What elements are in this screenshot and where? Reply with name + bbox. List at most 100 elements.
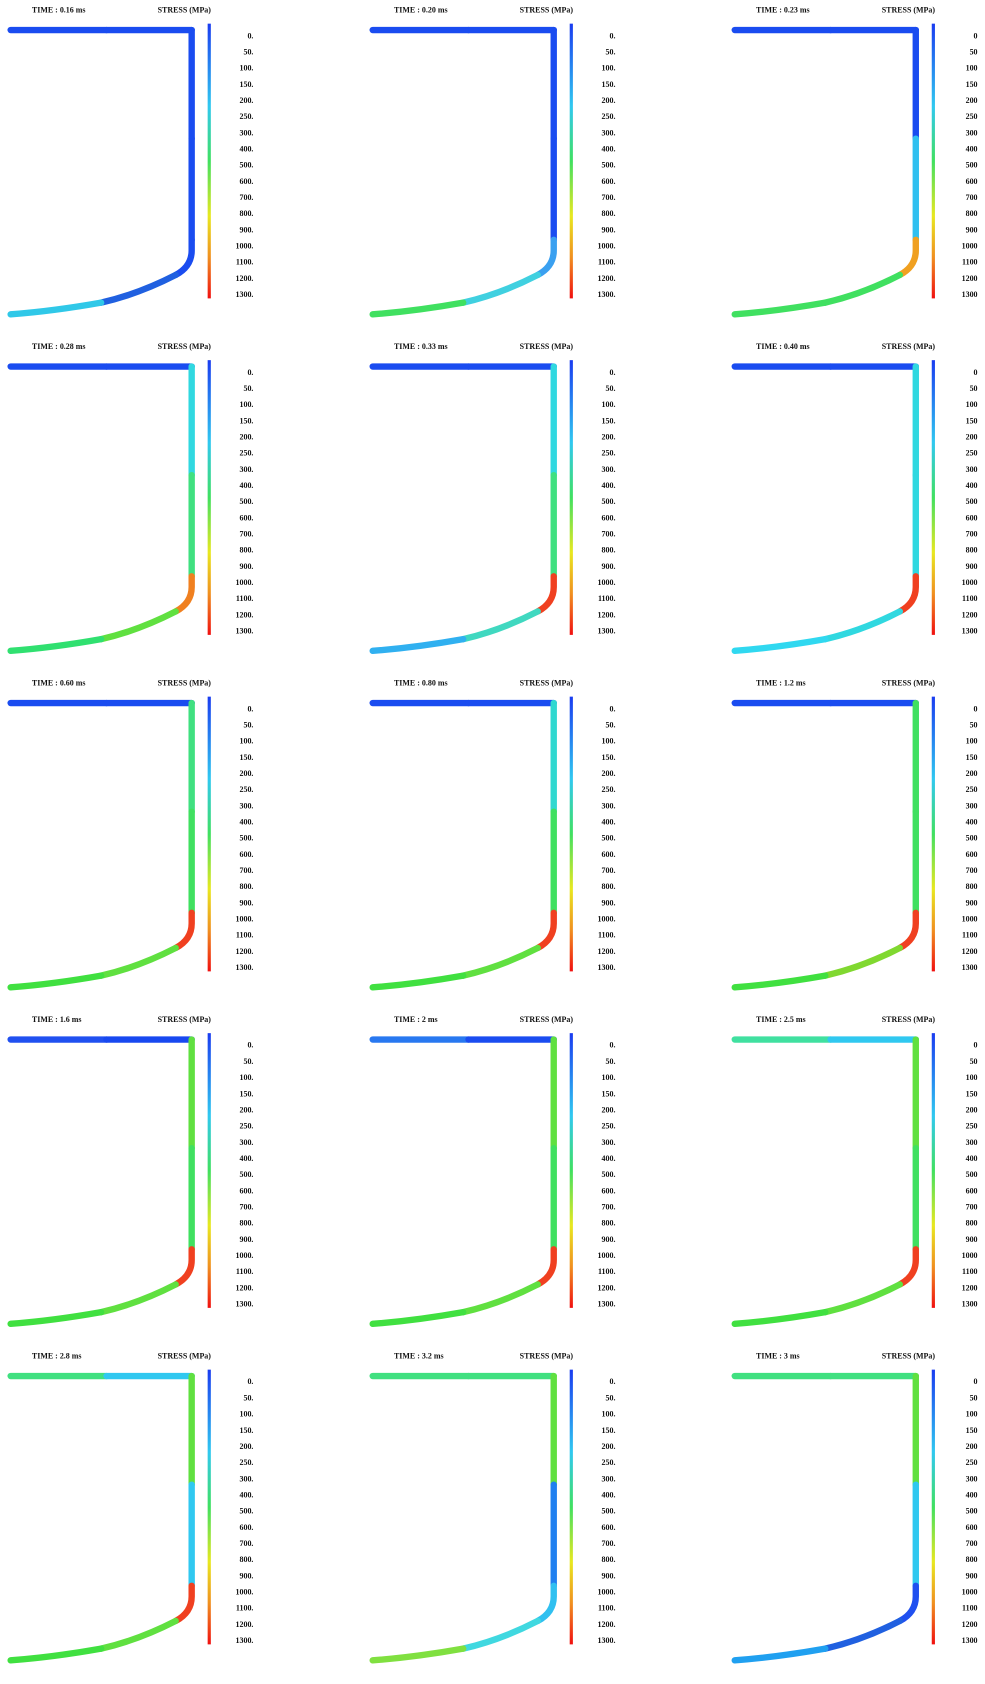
colorbar-label: 500. bbox=[602, 834, 616, 843]
colorbar-label: 1200 bbox=[962, 274, 978, 283]
colorbar-label: 300 bbox=[966, 1474, 978, 1483]
colorbar-label: 250. bbox=[239, 1122, 253, 1131]
colorbar-label: 600. bbox=[239, 177, 253, 186]
colorbar-label: 100 bbox=[966, 400, 978, 409]
colorbar-label: 200 bbox=[966, 432, 978, 441]
panel: TIME : 3.2 ms STRESS (MPa) 0. 50. 100. 150. 20… bbox=[369, 1352, 616, 1664]
model-segment bbox=[896, 909, 919, 952]
colorbar-label: 150. bbox=[239, 1426, 253, 1435]
colorbar-label: 600 bbox=[966, 1186, 978, 1195]
colorbar-label: 900. bbox=[239, 562, 253, 571]
panel-time: TIME : 1.2 ms bbox=[756, 679, 806, 688]
colorbar-label: 1200. bbox=[236, 1620, 254, 1629]
colorbar-label: 0 bbox=[974, 368, 978, 377]
colorbar-label: 600. bbox=[602, 1523, 616, 1532]
panel-quantity: STRESS (MPa) bbox=[158, 679, 212, 688]
colorbar-label: 500. bbox=[239, 161, 253, 170]
colorbar-label: 400. bbox=[239, 481, 253, 490]
model-segment bbox=[7, 972, 105, 991]
colorbar-label: 1200. bbox=[598, 1620, 616, 1629]
colorbar-label: 0. bbox=[610, 1377, 616, 1386]
model-segment bbox=[460, 1281, 541, 1316]
colorbar-label: 200. bbox=[239, 1105, 253, 1114]
colorbar-label: 800. bbox=[602, 209, 616, 218]
colorbar-label: 1300. bbox=[598, 1636, 616, 1645]
colorbar-label: 150. bbox=[239, 753, 253, 762]
model-segment bbox=[896, 1582, 919, 1625]
colorbar-label: 800. bbox=[239, 1219, 253, 1228]
colorbar bbox=[569, 1369, 573, 1645]
colorbar-label: 150 bbox=[966, 416, 978, 425]
colorbar-label: 50 bbox=[970, 720, 978, 729]
colorbar-label: 1000. bbox=[236, 914, 254, 923]
model-segment bbox=[7, 1308, 105, 1328]
colorbar-label: 700 bbox=[966, 529, 978, 538]
model-segment bbox=[97, 944, 179, 979]
colorbar-label: 600. bbox=[239, 1523, 253, 1532]
colorbar-label: 1300. bbox=[598, 290, 616, 299]
colorbar-label: 500. bbox=[239, 1507, 253, 1516]
colorbar-label: 0. bbox=[247, 368, 253, 377]
colorbar-label: 50 bbox=[970, 47, 978, 56]
colorbar-label: 700. bbox=[239, 529, 253, 538]
colorbar-label: 1000 bbox=[962, 242, 978, 251]
colorbar-label: 250. bbox=[602, 1458, 616, 1467]
colorbar-label: 400. bbox=[602, 1490, 616, 1499]
colorbar-label: 300. bbox=[239, 465, 253, 474]
colorbar-label: 400 bbox=[966, 817, 978, 826]
colorbar-label: 300. bbox=[239, 1138, 253, 1147]
model-segment bbox=[731, 635, 829, 655]
colorbar-label: 700. bbox=[602, 529, 616, 538]
colorbar-label: 1300 bbox=[962, 1300, 978, 1309]
colorbar-label: 600. bbox=[602, 1186, 616, 1195]
colorbar-label: 1100. bbox=[236, 1604, 254, 1613]
colorbar-label: 1100. bbox=[236, 1267, 254, 1276]
colorbar-label: 500 bbox=[966, 1170, 978, 1179]
colorbar-label: 1300 bbox=[962, 1636, 978, 1645]
colorbar-label: 700. bbox=[239, 193, 253, 202]
colorbar-label: 150 bbox=[966, 753, 978, 762]
colorbar-label: 1100. bbox=[598, 1267, 616, 1276]
panel: TIME : 3 ms STRESS (MPa) 0 50 100 150 200 250 30… bbox=[731, 1352, 978, 1664]
colorbar-label: 500 bbox=[966, 497, 978, 506]
colorbar-label: 100. bbox=[602, 400, 616, 409]
panel: TIME : 0.40 ms STRESS (MPa) 0 50 100 150 200 25… bbox=[731, 342, 978, 655]
model-segment bbox=[172, 1246, 195, 1288]
colorbar-label: 1100 bbox=[962, 258, 978, 267]
colorbar-label: 250. bbox=[239, 449, 253, 458]
colorbar-label: 600 bbox=[966, 177, 978, 186]
colorbar-label: 400. bbox=[239, 1490, 253, 1499]
model-segment bbox=[731, 1308, 829, 1328]
model-segment bbox=[534, 909, 557, 952]
colorbar-label: 1300. bbox=[598, 963, 616, 972]
colorbar-label: 1200. bbox=[236, 610, 254, 619]
colorbar-label: 200. bbox=[239, 96, 253, 105]
colorbar-label: 150. bbox=[602, 1426, 616, 1435]
colorbar-label: 1100 bbox=[962, 1604, 978, 1613]
colorbar-label: 300 bbox=[966, 465, 978, 474]
colorbar-label: 700. bbox=[602, 1539, 616, 1548]
model-segment bbox=[369, 1308, 467, 1328]
model-segment bbox=[369, 299, 467, 318]
colorbar-label: 500. bbox=[239, 834, 253, 843]
model-segment bbox=[731, 299, 829, 318]
colorbar-label: 700. bbox=[239, 866, 253, 875]
colorbar-label: 1000. bbox=[598, 578, 616, 587]
colorbar-label: 250 bbox=[966, 785, 978, 794]
colorbar-label: 150 bbox=[966, 1089, 978, 1098]
colorbar-label: 1200. bbox=[598, 274, 616, 283]
colorbar-label: 1000. bbox=[236, 1251, 254, 1260]
colorbar-label: 100. bbox=[602, 64, 616, 73]
colorbar-label: 1000 bbox=[962, 578, 978, 587]
panel: TIME : 2.8 ms STRESS (MPa) 0. 50. 100. 150. 20… bbox=[7, 1352, 254, 1664]
colorbar-label: 700. bbox=[239, 1202, 253, 1211]
colorbar-label: 800 bbox=[966, 882, 978, 891]
colorbar-label: 50. bbox=[606, 47, 616, 56]
colorbar-label: 0 bbox=[974, 1041, 978, 1050]
colorbar-label: 400. bbox=[602, 481, 616, 490]
model-segment bbox=[97, 608, 179, 643]
model-segment bbox=[7, 299, 105, 318]
model-segment bbox=[97, 1281, 179, 1316]
colorbar-label: 900 bbox=[966, 898, 978, 907]
colorbar-label: 1100. bbox=[236, 594, 254, 603]
